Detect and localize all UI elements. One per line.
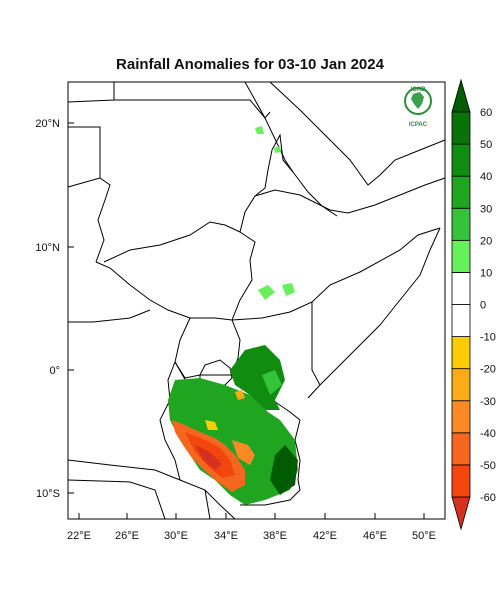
colorbar-label: 30	[480, 203, 492, 215]
longitude-labels: 22°E 26°E 30°E 34°E 38°E 42°E 46°E 50°E	[67, 530, 436, 542]
colorbar-segment	[451, 432, 471, 466]
lat-label-0: 0°	[49, 365, 60, 377]
colorbar-segment	[451, 368, 471, 402]
lon-label-26e: 26°E	[115, 530, 139, 542]
colorbar: 60 50 40 30 20 10 0 -10 -20 -30 -40 -50 -60	[451, 78, 496, 531]
colorbar-segment	[451, 111, 471, 145]
colorbar-label: -20	[480, 364, 496, 376]
country-borders	[67, 81, 446, 520]
igad-icpac-logo: IGAD ICPAC	[404, 87, 432, 128]
colorbar-segment	[451, 272, 471, 305]
colorbar-segment	[451, 239, 471, 273]
colorbar-segment	[451, 464, 471, 498]
colorbar-top-arrow	[451, 78, 471, 113]
colorbar-label: 50	[480, 139, 492, 151]
lat-ticks	[68, 122, 74, 494]
colorbar-label: 0	[480, 300, 486, 312]
colorbar-label: 60	[480, 107, 492, 119]
colorbar-segment	[451, 400, 471, 434]
colorbar-label: -40	[480, 428, 496, 440]
colorbar-label: -30	[480, 396, 496, 408]
lon-label-38e: 38°E	[263, 530, 287, 542]
colorbar-segment	[451, 336, 471, 370]
lat-label-10s: 10°S	[36, 488, 60, 500]
colorbar-label: 20	[480, 235, 492, 247]
latitude-labels: 20°N 10°N 0° 10°S	[35, 118, 60, 500]
colorbar-label: -10	[480, 332, 496, 344]
lon-ticks	[78, 513, 425, 519]
map-title: Rainfall Anomalies for 03-10 Jan 2024	[116, 56, 384, 73]
logo-top-text: IGAD	[411, 87, 427, 93]
colorbar-segment	[451, 304, 471, 337]
lon-label-42e: 42°E	[313, 530, 337, 542]
colorbar-bottom-arrow	[451, 496, 471, 531]
colorbar-segment	[451, 207, 471, 241]
lat-label-10n: 10°N	[35, 242, 60, 254]
logo-bottom-text: ICPAC	[409, 122, 428, 128]
colorbar-label: -50	[480, 460, 496, 472]
lat-label-20n: 20°N	[35, 118, 60, 130]
negative-anomaly-region	[172, 390, 255, 492]
lon-label-30e: 30°E	[164, 530, 188, 542]
lon-label-50e: 50°E	[412, 530, 436, 542]
colorbar-segment	[451, 143, 471, 177]
colorbar-label: 40	[480, 171, 492, 183]
colorbar-label: -60	[480, 492, 496, 504]
colorbar-label: 10	[480, 267, 492, 279]
lon-label-34e: 34°E	[214, 530, 238, 542]
colorbar-segment	[451, 175, 471, 209]
lon-label-46e: 46°E	[363, 530, 387, 542]
lon-label-22e: 22°E	[67, 530, 91, 542]
